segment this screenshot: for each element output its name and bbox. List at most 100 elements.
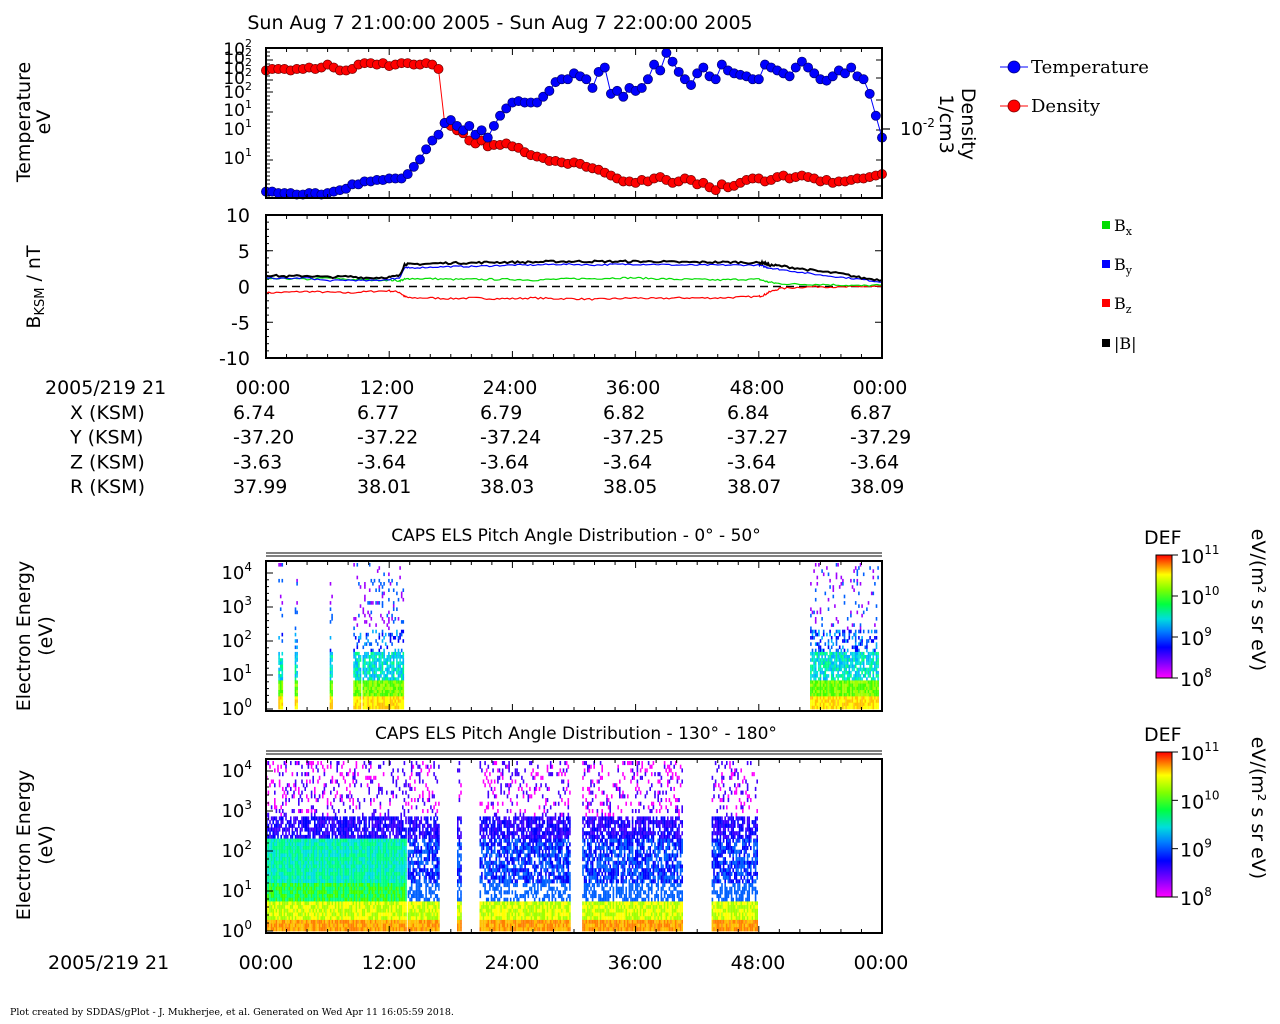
spectrogram-cell [314, 838, 316, 843]
spectrogram-cell [378, 923, 380, 928]
temperature-point [858, 74, 869, 85]
spectrogram-cell [301, 827, 303, 832]
spectrogram-cell [372, 702, 374, 707]
spectrogram-cell [294, 696, 297, 700]
spectrogram-cell [314, 923, 316, 928]
spectrogram-cell [355, 849, 358, 854]
spectrogram-cell [278, 772, 281, 777]
spectrogram-cell [392, 846, 394, 851]
spectrogram-cell [320, 916, 322, 921]
spectrogram-cell [317, 901, 319, 906]
spectrogram-cell [394, 617, 397, 621]
spectrogram-cell [293, 919, 295, 924]
spectrogram-cell [396, 661, 398, 665]
spectrogram-cell [371, 842, 374, 847]
spectrogram-cell [856, 569, 859, 573]
spectrogram-cell [392, 794, 394, 799]
spectrogram-cell [818, 693, 820, 697]
temperature-point [827, 71, 838, 82]
spectrogram-cell [867, 674, 870, 678]
spectrogram-cell [353, 683, 355, 688]
spectrogram-cell [365, 842, 367, 847]
temperature-point [501, 103, 512, 114]
spectrogram-cell [376, 683, 379, 688]
spectrogram-cell [352, 820, 354, 825]
spectrogram-cell [389, 820, 391, 825]
spectrogram-cell [856, 680, 859, 684]
spectrogram-cell [355, 886, 358, 891]
spectrogram-cell [390, 846, 393, 851]
spectrogram-cell [281, 693, 284, 697]
spectrogram-cell [331, 816, 334, 821]
spectrogram-cell [850, 705, 852, 710]
colorbar-tick-label: 1010 [1180, 584, 1219, 609]
spectrogram-cell [277, 768, 279, 773]
spectrogram-cell [402, 705, 405, 710]
spectrogram-cell [395, 886, 398, 891]
spectrogram-cell [824, 655, 827, 659]
spectrogram-cell [342, 834, 345, 839]
spectrogram-cell [286, 905, 289, 910]
spectrogram-cell [333, 912, 335, 917]
spectrogram-cell [869, 690, 871, 694]
spectrogram-cell [818, 629, 820, 634]
ephemeris-value: -3.64 [357, 451, 406, 473]
spectrogram-cell [358, 894, 361, 899]
spectrogram-cell [386, 857, 388, 862]
spectrogram-cell [834, 693, 836, 697]
spectrogram-cell [328, 897, 330, 902]
spectrogram-cell [352, 927, 354, 932]
spectrogram-cell [368, 563, 371, 567]
spectrogram-cell [339, 923, 342, 928]
spectrogram-cell [325, 864, 327, 869]
spectrogram-cell [872, 639, 875, 643]
spectrogram-cell [872, 569, 875, 573]
spectrogram-cell [294, 919, 297, 924]
spectrogram-cell [323, 923, 326, 928]
spectrogram-cell [323, 916, 326, 921]
spectrogram-cell [274, 842, 276, 847]
spectrogram-cell [296, 842, 298, 847]
spectrogram-cell [355, 761, 358, 766]
els-high-ylabel-line1: Electron Energy [13, 770, 35, 921]
temperature-tick-label: 102 [223, 56, 252, 79]
spectrogram-cell [382, 901, 385, 906]
spectrogram-cell [818, 705, 820, 710]
spectrogram-cell [296, 639, 298, 643]
spectrogram-cell [294, 683, 297, 688]
spectrogram-cell [352, 923, 354, 928]
spectrogram-cell [389, 864, 391, 869]
spectrogram-cell [877, 674, 879, 678]
spectrogram-cell [858, 693, 860, 697]
spectrogram-cell [363, 823, 366, 828]
spectrogram-cell [354, 883, 356, 888]
spectrogram-cell [281, 690, 284, 694]
spectrogram-cell [368, 693, 371, 697]
spectrogram-cell [854, 642, 857, 646]
spectrogram-cell [290, 823, 292, 828]
spectrogram-cell [310, 890, 313, 895]
spectrogram-cell [389, 798, 391, 803]
spectrogram-cell [813, 610, 815, 615]
temperature-point [415, 154, 425, 165]
spectrogram-cell [339, 798, 342, 803]
spectrogram-cell [399, 651, 401, 656]
spectrogram-cell [851, 702, 854, 707]
spectrogram-cell [835, 683, 838, 688]
spectrogram-cell [346, 890, 348, 895]
spectrogram-cell [310, 897, 313, 902]
spectrogram-cell [320, 883, 322, 888]
temperature-point [445, 115, 456, 126]
spectrogram-cell [368, 820, 370, 825]
spectrogram-cell [382, 897, 385, 902]
spectrogram-cell [283, 908, 286, 913]
spectrogram-cell [312, 831, 314, 836]
els-high-ylabel-line2: (eV) [35, 825, 57, 865]
spectrogram-cell [853, 655, 855, 659]
spectrogram-cell [365, 857, 367, 862]
spectrogram-cell [811, 705, 814, 710]
spectrogram-cell [294, 779, 297, 784]
spectrogram-cell [293, 897, 295, 902]
spectrogram-cell [392, 905, 394, 910]
spectrogram-cell [382, 916, 385, 921]
